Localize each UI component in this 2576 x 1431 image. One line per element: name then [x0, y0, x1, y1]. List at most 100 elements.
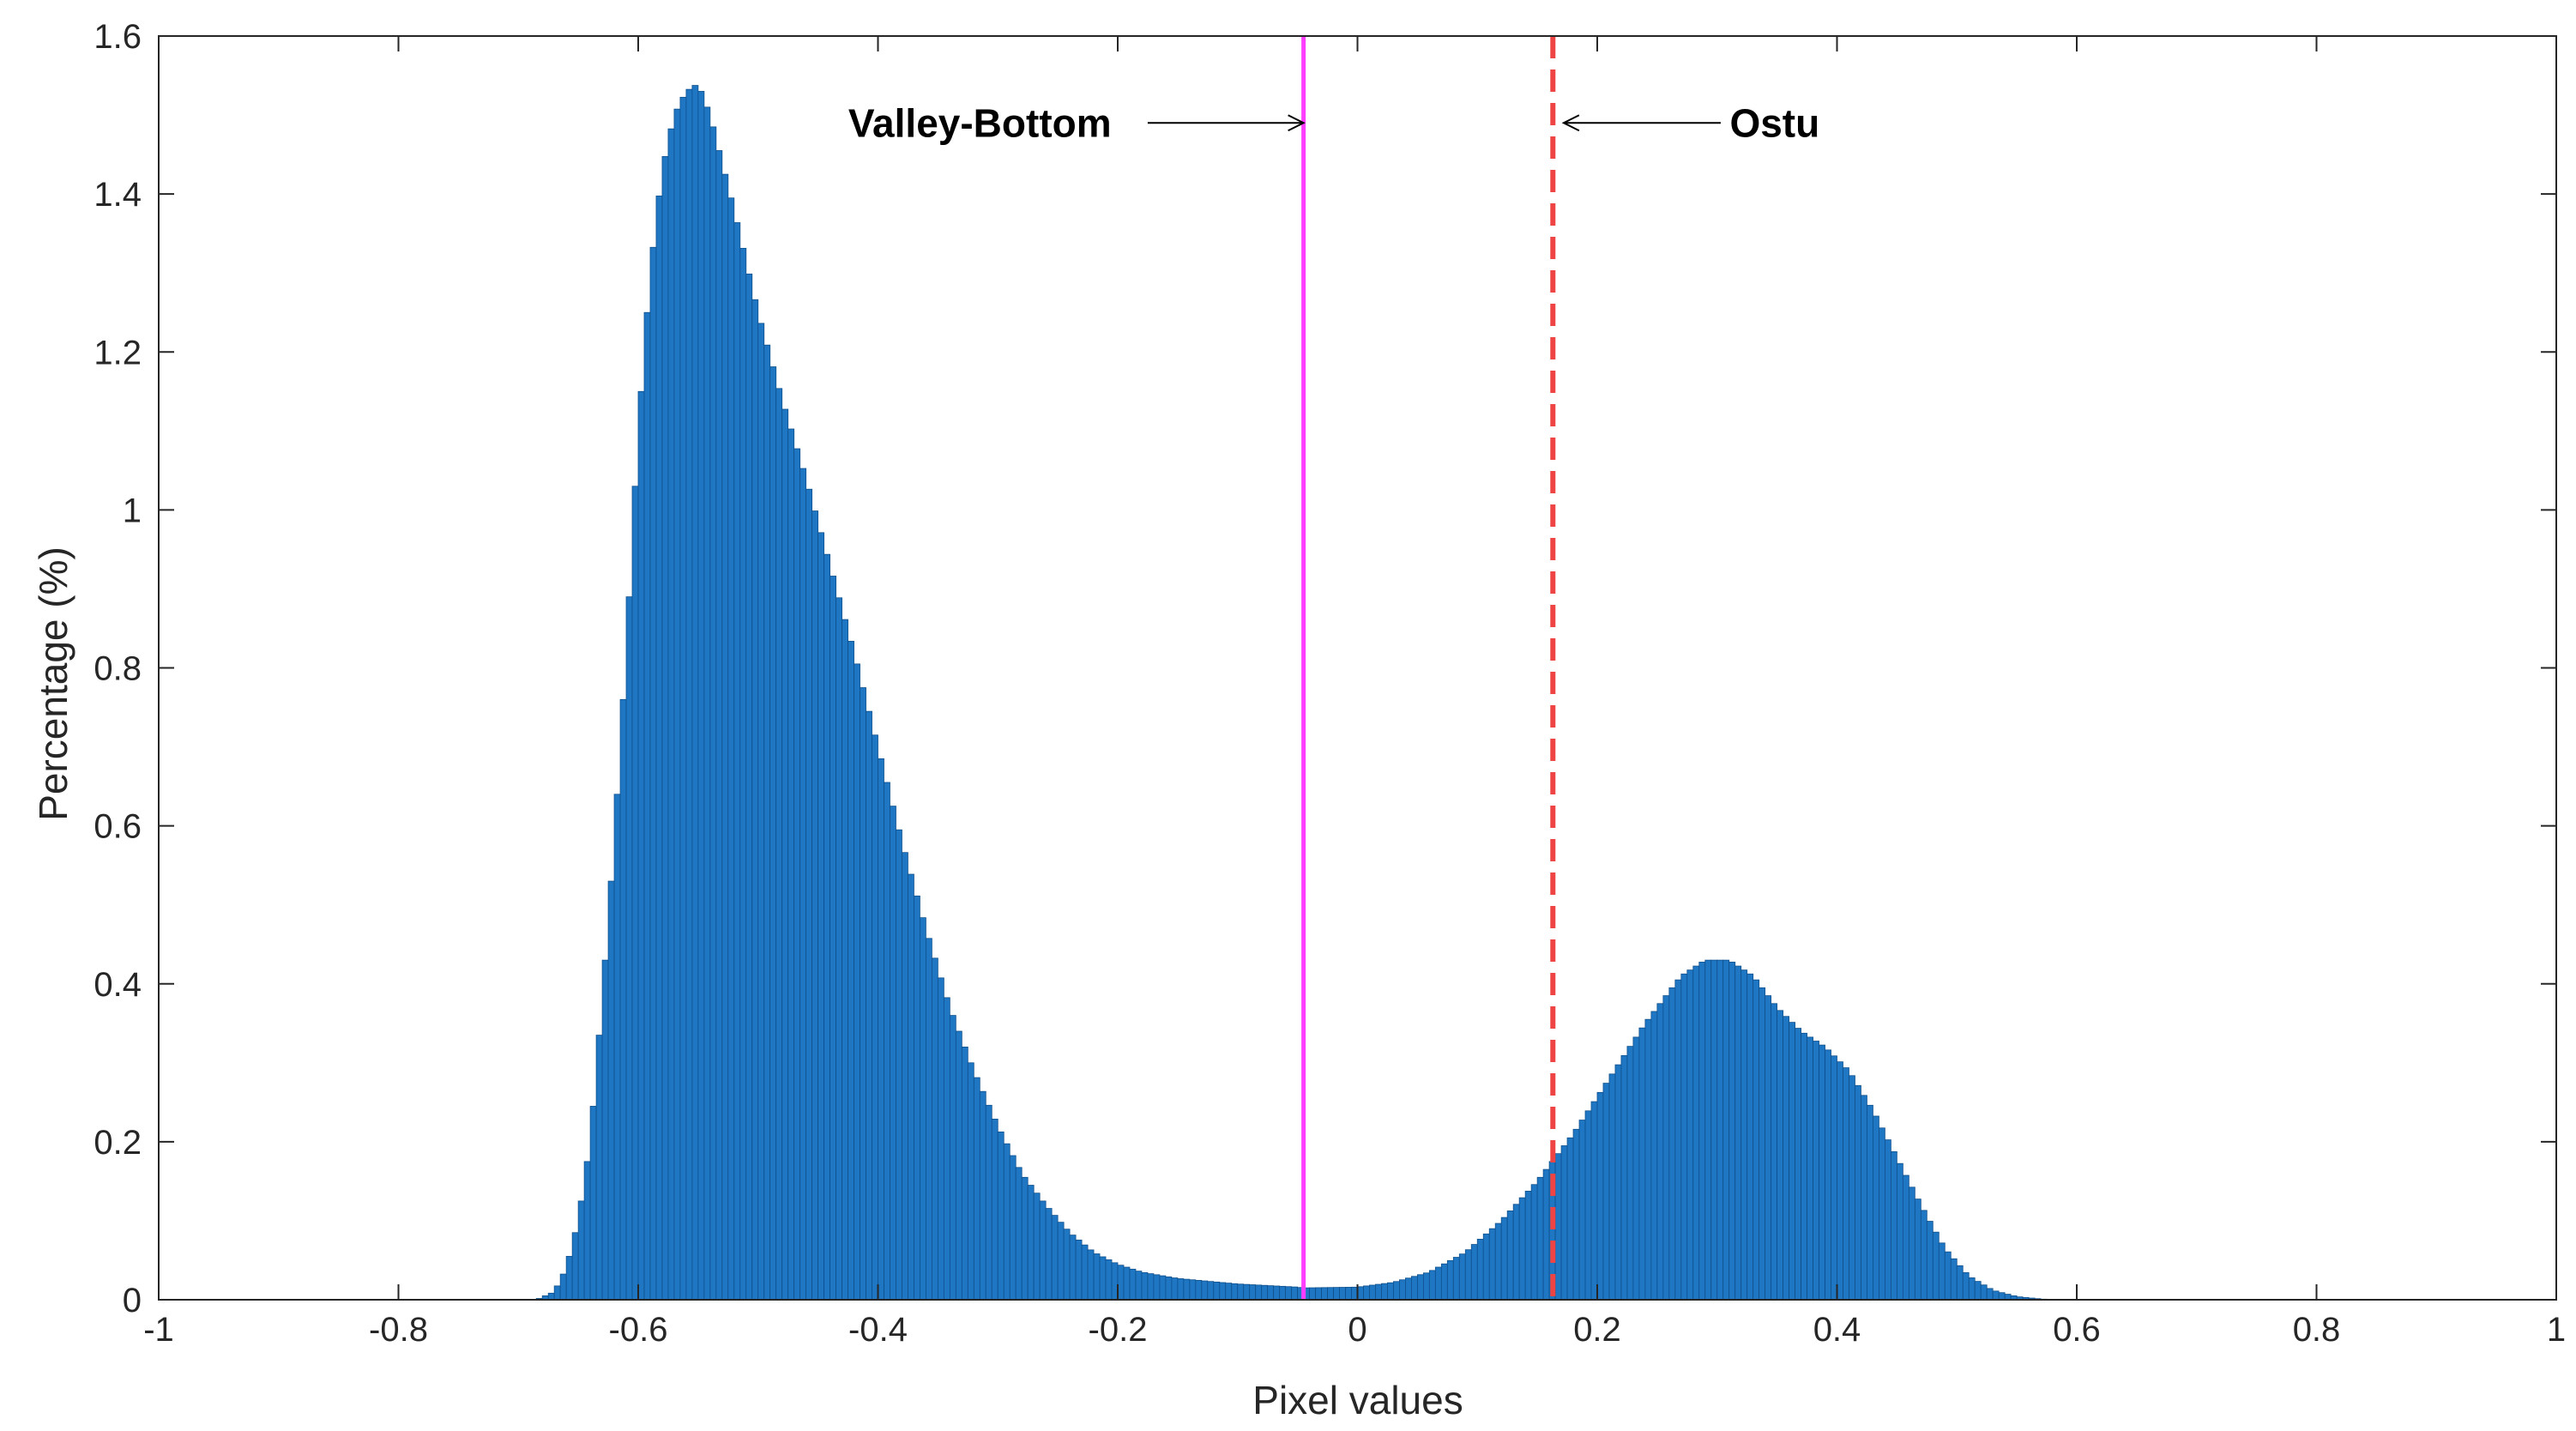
histogram-bar: [1789, 1022, 1795, 1301]
y-tick-label: 1.2: [94, 334, 142, 371]
histogram-bar: [1093, 1253, 1101, 1301]
histogram-bar: [937, 977, 944, 1301]
histogram-bar: [1321, 1287, 1328, 1301]
histogram-bar: [1920, 1210, 1927, 1301]
histogram-bar: [811, 510, 819, 1301]
x-tick-label: 1: [2547, 1311, 2566, 1349]
histogram-bar: [1638, 1027, 1646, 1301]
y-tick-label: 1.6: [94, 18, 142, 56]
histogram-bar: [1171, 1277, 1179, 1301]
histogram-bar: [1620, 1054, 1628, 1301]
histogram-bar: [1309, 1287, 1316, 1301]
histogram-bar: [1614, 1064, 1622, 1301]
histogram-bar: [1926, 1221, 1934, 1301]
histogram-bar: [985, 1104, 992, 1301]
histogram-bar: [1753, 979, 1760, 1301]
annotation-arrow-head: [1561, 114, 1580, 132]
histogram-bar: [1566, 1137, 1574, 1301]
histogram-bar: [727, 197, 735, 1301]
histogram-bar: [1746, 973, 1754, 1301]
histogram-bar: [1974, 1281, 1982, 1301]
histogram-bar: [1608, 1073, 1616, 1301]
histogram-bar: [751, 299, 759, 1301]
histogram-bar: [823, 553, 830, 1301]
histogram-bar: [1578, 1120, 1586, 1301]
histogram-bar: [667, 128, 675, 1301]
histogram-bar: [1069, 1235, 1077, 1301]
histogram-bar: [1339, 1287, 1346, 1301]
histogram-bar: [1602, 1083, 1610, 1301]
histogram-bar: [842, 619, 848, 1301]
histogram-bar: [1908, 1186, 1915, 1301]
histogram-bar: [1512, 1204, 1520, 1301]
histogram-bar: [890, 806, 896, 1301]
histogram-bar: [583, 1161, 591, 1301]
histogram-bar: [559, 1273, 567, 1301]
histogram-bar: [601, 959, 609, 1301]
histogram-bar: [595, 1035, 603, 1301]
histogram-bar: [1063, 1229, 1071, 1301]
histogram-bar: [1201, 1280, 1209, 1301]
histogram-bar: [896, 829, 902, 1301]
histogram-bar: [866, 710, 872, 1301]
histogram-bar: [1219, 1282, 1227, 1301]
histogram-bar: [1345, 1287, 1352, 1301]
histogram-bar: [1387, 1282, 1394, 1301]
histogram-bar: [1734, 965, 1742, 1301]
y-axis-label: Percentage (%): [31, 546, 75, 821]
histogram-bar: [739, 248, 747, 1301]
histogram-bar: [775, 388, 783, 1301]
histogram-bar: [1704, 959, 1712, 1301]
histogram-bar: [884, 782, 890, 1301]
histogram-bar: [763, 344, 771, 1301]
histogram-bar: [1123, 1266, 1131, 1301]
histogram-bar: [949, 1015, 956, 1301]
histogram-bar: [1728, 962, 1736, 1301]
histogram-bar: [1819, 1044, 1825, 1301]
histogram-bar: [997, 1131, 1004, 1301]
histogram-bar: [1476, 1239, 1484, 1301]
histogram-bar: [1807, 1036, 1813, 1301]
histogram-bar: [547, 1292, 555, 1301]
histogram-bar: [1488, 1228, 1496, 1301]
histogram-bar: [830, 576, 836, 1301]
histogram-bar: [691, 85, 699, 1301]
histogram-bar: [643, 311, 651, 1301]
annotations: Valley-Bottom Ostu: [848, 100, 1819, 145]
histogram-bar: [1524, 1191, 1532, 1301]
y-tick-label: 0.4: [94, 966, 142, 1004]
histogram-bar: [1771, 1003, 1778, 1301]
histogram-bar: [920, 917, 926, 1301]
histogram-bar: [1944, 1251, 1952, 1301]
histogram-bar: [1849, 1075, 1855, 1301]
histogram-bar: [1333, 1287, 1340, 1301]
histogram-bar: [1914, 1199, 1921, 1301]
histogram-bar: [1795, 1028, 1801, 1301]
histogram-bar: [1692, 965, 1700, 1301]
histogram-bar: [1452, 1257, 1460, 1301]
histogram-bar: [1410, 1276, 1418, 1301]
histogram-bar: [1249, 1284, 1257, 1301]
histogram-bar: [1831, 1055, 1837, 1301]
histogram-bar: [1129, 1268, 1137, 1301]
histogram-bar: [553, 1285, 561, 1301]
histogram-bar: [1740, 969, 1748, 1301]
histogram-bar: [1986, 1288, 1994, 1301]
histogram-bar: [943, 997, 950, 1301]
histogram-bar: [1225, 1283, 1233, 1301]
histogram-bar: [872, 734, 878, 1301]
histogram-bar: [817, 532, 825, 1301]
histogram-bar: [697, 91, 705, 1301]
histogram-bar: [1813, 1041, 1819, 1301]
histogram-bar: [709, 126, 717, 1301]
histogram-bar: [1153, 1274, 1161, 1301]
histogram-bar: [1363, 1285, 1370, 1301]
x-tick-label: 0.6: [2053, 1311, 2101, 1349]
histogram-bar: [1117, 1265, 1125, 1301]
histogram-bar: [1027, 1185, 1035, 1301]
histogram-bar: [1434, 1266, 1442, 1301]
histogram-bar: [1500, 1217, 1508, 1301]
histogram-bar: [1105, 1259, 1113, 1301]
histogram-bar: [961, 1047, 968, 1301]
